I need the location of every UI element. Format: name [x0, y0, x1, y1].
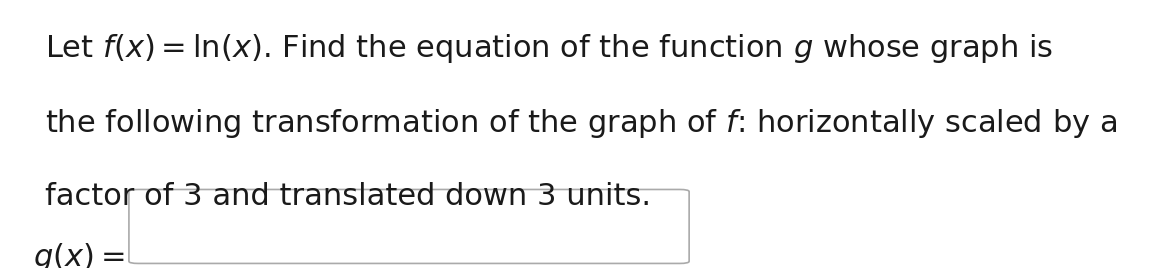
Text: the following transformation of the graph of $f$: horizontally scaled by a: the following transformation of the grap… [45, 107, 1117, 140]
Text: $g(x)=$: $g(x)=$ [33, 241, 124, 268]
Text: Let $f(x) = \mathrm{ln}(x)$. Find the equation of the function $g$ whose graph i: Let $f(x) = \mathrm{ln}(x)$. Find the eq… [45, 32, 1052, 65]
Text: factor of 3 and translated down 3 units.: factor of 3 and translated down 3 units. [45, 182, 650, 211]
